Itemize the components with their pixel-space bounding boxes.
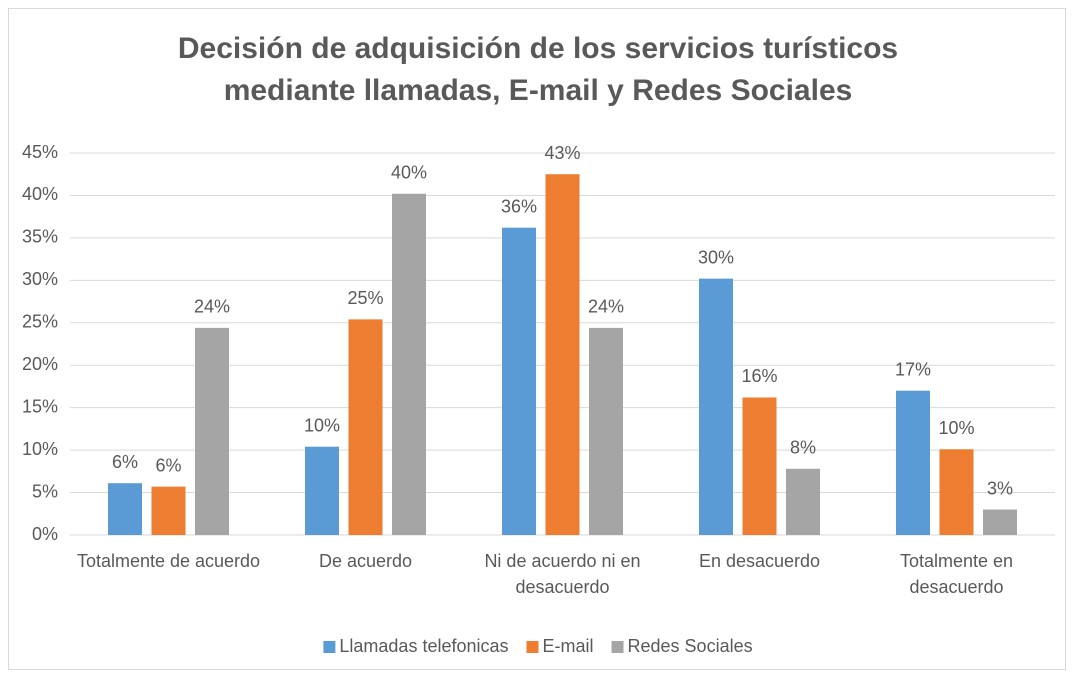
bar: [589, 327, 623, 535]
legend-label: Redes Sociales: [628, 636, 753, 656]
legend-swatch: [526, 641, 539, 653]
x-tick-label-box: De acuerdo: [318, 551, 413, 571]
legend-swatch: [611, 641, 624, 653]
bar: [502, 227, 536, 536]
y-tick-label: 35%: [22, 227, 58, 247]
y-tick-label: 10%: [22, 439, 58, 459]
y-tick-label: 25%: [22, 312, 58, 332]
y-tick-label: 0%: [32, 524, 58, 544]
data-label: 24%: [194, 297, 230, 317]
x-tick-label: De acuerdo: [318, 551, 413, 571]
data-label: 6%: [155, 455, 181, 475]
data-label: 10%: [938, 418, 974, 438]
bar: [195, 327, 229, 535]
bar: [392, 193, 426, 535]
data-label: 17%: [895, 359, 931, 379]
bar: [939, 449, 974, 535]
data-label: 3%: [987, 478, 1013, 498]
data-label: 10%: [304, 415, 340, 435]
bar: [305, 446, 339, 535]
x-tick-label-box: Totalmente en desacuerdo: [899, 551, 1014, 597]
bar: [545, 174, 580, 535]
y-tick-label: 15%: [22, 396, 58, 416]
bar: [742, 397, 777, 535]
bar: [983, 509, 1017, 535]
legend-label: E-mail: [543, 636, 594, 656]
chart-title: Decisión de adquisición de los servicios…: [177, 32, 899, 107]
x-tick-label-box: Ni de acuerdo ni en desacuerdo: [484, 551, 641, 597]
x-tick-label-box: En desacuerdo: [698, 551, 821, 571]
data-label: 8%: [790, 438, 816, 458]
y-tick-label: 20%: [22, 354, 58, 374]
x-tick-label: En desacuerdo: [698, 551, 821, 571]
x-tick-label-box: Totalmente de acuerdo: [76, 551, 261, 571]
data-label: 30%: [698, 247, 734, 267]
y-tick-label: 5%: [32, 481, 58, 501]
data-label: 24%: [588, 297, 624, 317]
data-label: 25%: [347, 288, 383, 308]
bar: [108, 483, 142, 535]
data-label: 40%: [391, 162, 427, 182]
y-tick-label: 30%: [22, 269, 58, 289]
data-label: 6%: [112, 452, 138, 472]
data-label: 36%: [501, 196, 537, 216]
y-tick-label: 45%: [22, 142, 58, 162]
y-tick-label: 40%: [22, 184, 58, 204]
data-label: 43%: [544, 143, 580, 163]
x-tick-label: Totalmente de acuerdo: [76, 551, 261, 571]
bar: [896, 390, 930, 535]
x-tick-label: Ni de acuerdo ni en desacuerdo: [484, 551, 641, 597]
data-label: 16%: [741, 366, 777, 386]
bar: [786, 468, 820, 535]
chart-frame: [8, 8, 1066, 670]
legend-label: Llamadas telefonicas: [339, 636, 508, 656]
legend-swatch: [323, 641, 336, 653]
bar: [348, 319, 383, 535]
x-tick-label: Totalmente en desacuerdo: [899, 551, 1014, 597]
bar: [699, 278, 733, 535]
bar: [151, 486, 186, 535]
